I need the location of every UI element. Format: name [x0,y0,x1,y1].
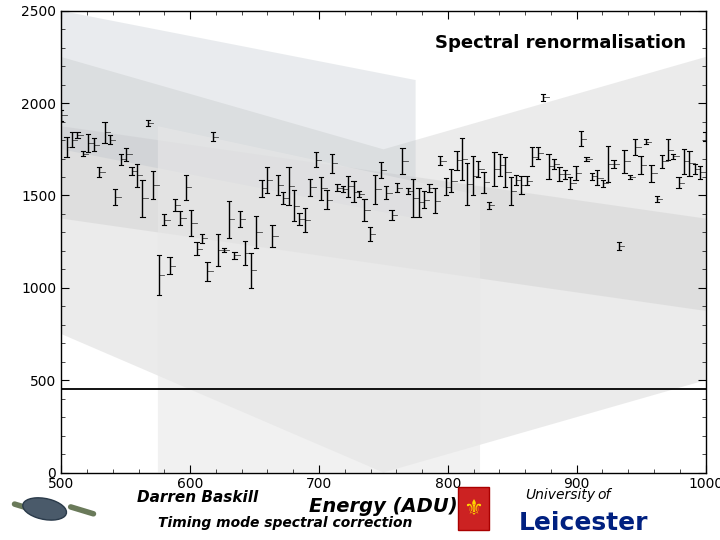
FancyBboxPatch shape [458,487,490,530]
Polygon shape [61,126,706,311]
Text: Timing mode spectral correction: Timing mode spectral correction [158,516,413,530]
Text: Spectral renormalisation: Spectral renormalisation [436,34,686,52]
Text: University: University [526,488,595,502]
Polygon shape [158,126,480,472]
Text: ⚜: ⚜ [464,498,483,519]
Text: of: of [598,488,611,502]
FancyArrowPatch shape [14,504,37,511]
Text: Darren Baskill: Darren Baskill [137,490,258,505]
X-axis label: Energy (ADU): Energy (ADU) [309,497,458,516]
Polygon shape [61,57,706,472]
Ellipse shape [23,498,66,520]
Text: Leicester: Leicester [518,511,648,535]
FancyArrowPatch shape [71,507,94,514]
Polygon shape [61,11,415,219]
